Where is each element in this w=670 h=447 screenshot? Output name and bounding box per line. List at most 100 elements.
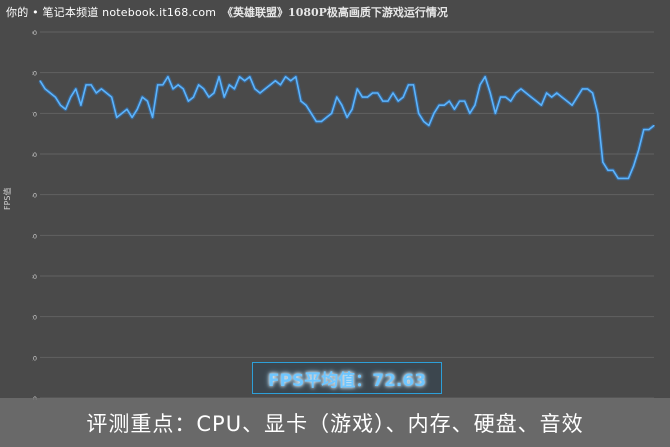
data-point-54 <box>310 112 312 114</box>
data-point-89 <box>489 92 491 94</box>
data-point-95 <box>520 88 522 90</box>
data-point-112 <box>607 169 609 171</box>
data-point-83 <box>458 100 461 102</box>
data-point-80 <box>443 104 445 106</box>
data-point-94 <box>515 92 517 94</box>
data-point-37 <box>223 96 225 98</box>
data-point-2 <box>44 88 46 90</box>
data-point-108 <box>586 88 589 90</box>
data-point-1 <box>39 80 41 82</box>
data-point-60 <box>341 104 343 106</box>
data-point-115 <box>622 177 624 179</box>
y-tick-label-10: 10 <box>32 354 37 362</box>
data-point-31 <box>192 96 195 98</box>
data-point-107 <box>581 88 583 90</box>
data-point-99 <box>540 104 543 106</box>
data-point-26 <box>167 76 169 78</box>
chart-title: 《英雄联盟》1080P极高画质下游戏运行情况 <box>222 6 448 19</box>
y-tick-label-20: 20 <box>32 314 37 322</box>
data-point-6 <box>64 108 67 110</box>
data-point-97 <box>530 96 532 98</box>
data-point-53 <box>305 104 307 106</box>
data-point-96 <box>525 92 527 94</box>
data-point-105 <box>571 104 573 106</box>
data-point-63 <box>356 88 358 90</box>
data-point-59 <box>336 96 338 98</box>
data-point-72 <box>402 96 404 98</box>
data-point-43 <box>254 88 256 90</box>
data-point-92 <box>505 96 507 98</box>
data-point-67 <box>377 92 379 94</box>
y-tick-label-80: 80 <box>32 70 37 78</box>
data-point-78 <box>433 112 435 114</box>
data-point-50 <box>290 80 292 82</box>
y-tick-label-90: 90 <box>32 30 37 37</box>
y-tick-label-30: 30 <box>32 273 37 281</box>
y-tick-label-40: 40 <box>32 232 37 240</box>
data-point-110 <box>597 112 599 114</box>
data-point-71 <box>397 100 399 102</box>
data-point-120 <box>648 129 650 131</box>
data-point-68 <box>382 100 384 102</box>
data-point-23 <box>151 116 154 118</box>
line-chart: 0102030405060708090159131721252933374145… <box>29 29 660 408</box>
data-point-38 <box>228 84 230 86</box>
data-point-40 <box>238 76 241 78</box>
data-point-81 <box>448 100 450 102</box>
data-point-87 <box>479 84 481 86</box>
data-point-51 <box>295 76 297 78</box>
data-point-3 <box>49 92 51 94</box>
data-point-102 <box>556 92 558 94</box>
data-point-16 <box>116 116 118 118</box>
data-point-56 <box>320 120 323 123</box>
series-line <box>39 75 655 180</box>
data-point-45 <box>264 88 266 90</box>
data-point-85 <box>469 112 471 114</box>
data-point-22 <box>146 100 149 102</box>
y-tick-label-60: 60 <box>32 151 37 159</box>
data-point-52 <box>300 100 302 102</box>
data-point-36 <box>218 76 220 78</box>
data-point-15 <box>111 96 113 98</box>
data-point-34 <box>208 96 210 98</box>
data-point-10 <box>85 84 87 86</box>
data-point-7 <box>70 96 72 98</box>
data-point-8 <box>75 88 77 90</box>
data-point-77 <box>428 124 430 127</box>
data-point-111 <box>602 161 604 163</box>
data-point-13 <box>100 88 102 90</box>
data-point-121 <box>653 124 655 127</box>
data-point-76 <box>423 120 425 123</box>
data-point-30 <box>187 100 189 102</box>
data-point-116 <box>627 177 630 179</box>
data-point-4 <box>54 96 56 98</box>
data-point-65 <box>366 96 369 98</box>
data-point-41 <box>244 80 246 82</box>
data-point-17 <box>121 112 123 114</box>
data-point-55 <box>315 120 317 123</box>
data-point-47 <box>274 80 276 82</box>
data-point-58 <box>331 112 333 114</box>
watermark-text: 你的 • 笔记本频道 notebook.it168.com <box>6 6 217 19</box>
data-point-35 <box>213 92 215 94</box>
average-fps-box: FPS平均值：72.63 <box>252 362 442 394</box>
data-point-21 <box>141 96 143 98</box>
data-point-44 <box>259 92 261 94</box>
data-point-73 <box>407 84 409 86</box>
data-point-75 <box>418 112 420 114</box>
data-point-103 <box>561 96 563 98</box>
data-point-25 <box>162 84 164 86</box>
data-point-49 <box>285 76 287 78</box>
review-focus-text: 评测重点：CPU、显卡（游戏）、内存、硬盘、音效 <box>86 411 584 436</box>
y-axis-label: FPS值 <box>3 187 12 210</box>
y-tick-label-50: 50 <box>32 192 37 200</box>
data-point-86 <box>474 104 476 106</box>
data-point-113 <box>612 169 614 171</box>
data-point-114 <box>617 177 619 179</box>
data-point-28 <box>177 84 179 86</box>
data-point-100 <box>545 92 548 94</box>
data-point-101 <box>551 96 553 98</box>
data-point-88 <box>484 76 486 78</box>
review-focus-banner: 评测重点：CPU、显卡（游戏）、内存、硬盘、音效 <box>0 398 670 447</box>
